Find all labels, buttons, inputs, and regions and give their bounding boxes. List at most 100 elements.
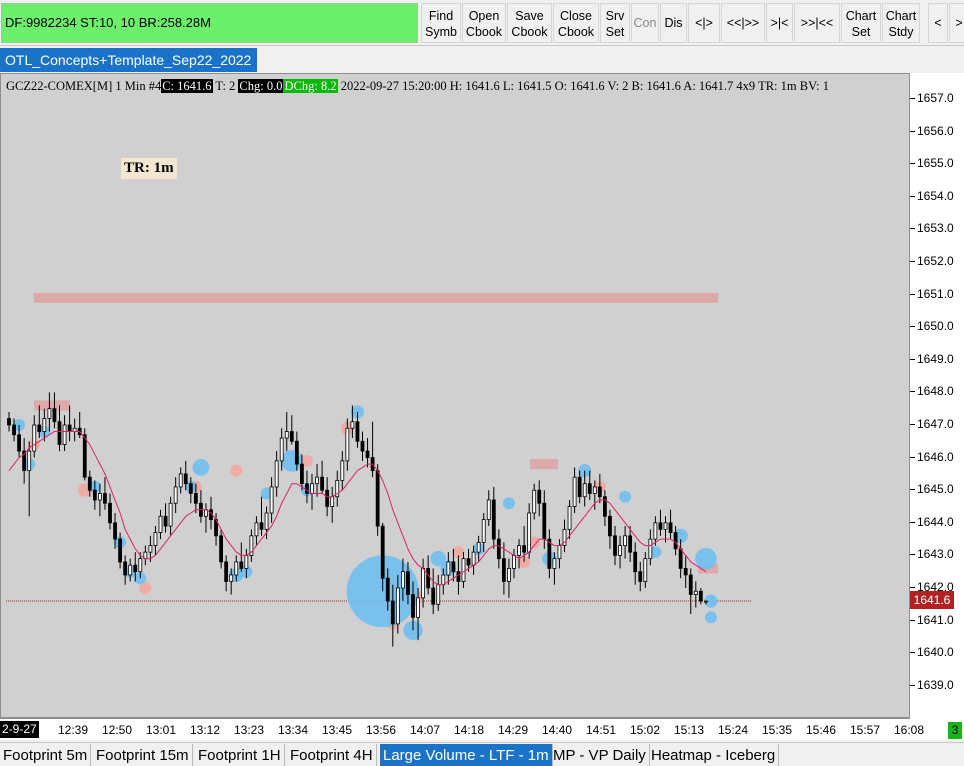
- find-symbol-button[interactable]: Find Symb: [421, 3, 461, 43]
- server-settings-button[interactable]: Srv Set: [600, 3, 630, 43]
- candle-body: [12, 424, 16, 436]
- tab-footprint-1h[interactable]: Footprint 1H: [195, 744, 285, 766]
- candle-body: [466, 558, 471, 566]
- candle-body: [188, 483, 193, 494]
- moving-average-line: [8, 431, 707, 586]
- scroll-right-button[interactable]: >: [949, 3, 964, 43]
- scroll-left-button[interactable]: <: [928, 3, 948, 43]
- candle-body: [92, 489, 97, 501]
- candle-body: [552, 558, 557, 569]
- expand-bars-more-button[interactable]: <<|>>: [721, 3, 765, 43]
- price-tick-label: 1650.0: [917, 319, 954, 334]
- buy-volume-bubble: [619, 490, 632, 503]
- price-tick-label: 1639.0: [917, 677, 954, 692]
- candle-body: [259, 522, 264, 530]
- price-chart[interactable]: GCZ22-COMEX[M] 1 Min #4C: 1641.6 T: 2 Ch…: [0, 73, 910, 718]
- price-tick: [910, 554, 915, 556]
- close-badge: C: 1641.6: [161, 79, 213, 93]
- price-axis[interactable]: 1657.0 1656.0 1655.0 1654.0 1653.0 1652.0 1651…: [910, 73, 964, 740]
- candle-body: [633, 551, 638, 573]
- candle-body: [476, 541, 481, 553]
- chart-settings-button[interactable]: Chart Set: [841, 3, 881, 43]
- time-axis[interactable]: 12:39 12:50 13:01 13:12 13:23 13:34 13:45 13:56…: [0, 718, 924, 740]
- candle-body: [22, 450, 27, 472]
- time-tick-label: 13:23: [233, 723, 265, 737]
- price-tick: [910, 130, 915, 132]
- tab-large-volume-ltf-1m[interactable]: Large Volume - LTF - 1m: [380, 744, 553, 766]
- buy-volume-bubble: [502, 497, 515, 510]
- last-price-marker: 1641.6: [910, 591, 954, 610]
- buy-volume-bubble: [704, 594, 718, 608]
- candle-body: [62, 424, 67, 445]
- price-tick-label: 1642.0: [917, 580, 954, 594]
- price-tick: [910, 358, 915, 360]
- tab-footprint-15m[interactable]: Footprint 15m: [93, 744, 193, 766]
- candle-body: [183, 473, 188, 485]
- time-tick-label: 16:08: [893, 723, 925, 737]
- disconnect-button[interactable]: Dis: [660, 3, 687, 43]
- candle-body: [27, 450, 32, 472]
- candle-body: [103, 493, 107, 504]
- candle-body: [512, 554, 516, 569]
- price-tick: [910, 489, 915, 491]
- candle-body: [17, 434, 22, 452]
- candle-body: [673, 532, 678, 550]
- expand-bars-button[interactable]: <|>: [688, 3, 720, 43]
- candle-body: [325, 489, 330, 507]
- price-tick-label: 1657.0: [917, 91, 954, 105]
- candle-body: [320, 476, 325, 491]
- candle-body: [608, 515, 612, 537]
- chart-studies-button[interactable]: Chart Stdy: [882, 3, 920, 43]
- connect-button[interactable]: Con: [631, 3, 659, 43]
- candle-body: [400, 571, 405, 589]
- candle-body: [668, 522, 673, 533]
- trades-label: T: 2: [212, 79, 239, 93]
- status-readout: DF:9982234 ST:10, 10 BR:258.28M: [1, 3, 418, 43]
- price-tick: [910, 293, 915, 295]
- save-chartbook-button[interactable]: Save Cbook: [507, 3, 552, 43]
- tab-heatmap-iceberg[interactable]: Heatmap - Iceberg: [648, 744, 780, 766]
- open-chartbook-button[interactable]: Open Cbook: [462, 3, 506, 43]
- price-tick: [910, 521, 915, 523]
- symbol-label: GCZ22-COMEX[M] 1 Min #4: [6, 79, 162, 93]
- time-tick-label: 15:02: [629, 723, 661, 737]
- candle-body: [279, 437, 284, 462]
- candle-body: [416, 597, 420, 618]
- tab-mp-vp-daily[interactable]: MP - VP Daily: [550, 744, 650, 766]
- candle-body: [42, 418, 47, 432]
- candle-body: [582, 483, 587, 498]
- compress-bars-button[interactable]: >|<: [766, 3, 793, 43]
- time-tick-label: 13:45: [321, 723, 353, 737]
- chart-tabs-bar: Footprint 5m Footprint 15m Footprint 1H …: [0, 742, 964, 766]
- candle-body: [310, 483, 314, 494]
- candle-body: [37, 424, 42, 432]
- candle-body: [461, 558, 466, 582]
- candle-body: [577, 476, 582, 498]
- close-chartbook-button[interactable]: Close Cbook: [553, 3, 599, 43]
- chartbook-tab[interactable]: OTL_Concepts+Template_Sep22_2022: [0, 48, 257, 72]
- price-tick: [910, 261, 915, 262]
- candle-body: [193, 493, 198, 504]
- candle-body: [47, 408, 52, 419]
- candle-body: [108, 502, 112, 524]
- price-tick: [910, 424, 915, 425]
- buy-volume-bubble: [649, 546, 662, 559]
- compress-bars-more-button[interactable]: >>|<<: [794, 3, 840, 43]
- candle-body: [421, 568, 426, 599]
- candle-body: [496, 538, 501, 560]
- candle-body: [269, 486, 274, 514]
- level-zone: [530, 459, 558, 470]
- price-tick-label: 1649.0: [917, 351, 954, 366]
- candle-body: [587, 483, 592, 494]
- tab-footprint-4h[interactable]: Footprint 4H: [287, 744, 377, 766]
- candle-body: [365, 450, 370, 458]
- time-resolution-label: TR: 1m: [121, 158, 177, 179]
- candle-body: [385, 577, 390, 602]
- candle-body: [623, 535, 627, 547]
- buy-volume-bubble: [192, 458, 210, 476]
- candlestick-chart[interactable]: [1, 74, 910, 718]
- candle-body: [431, 587, 436, 605]
- candle-body: [138, 558, 143, 573]
- time-tick-label: 15:13: [673, 723, 705, 737]
- tab-footprint-5m[interactable]: Footprint 5m: [0, 744, 92, 766]
